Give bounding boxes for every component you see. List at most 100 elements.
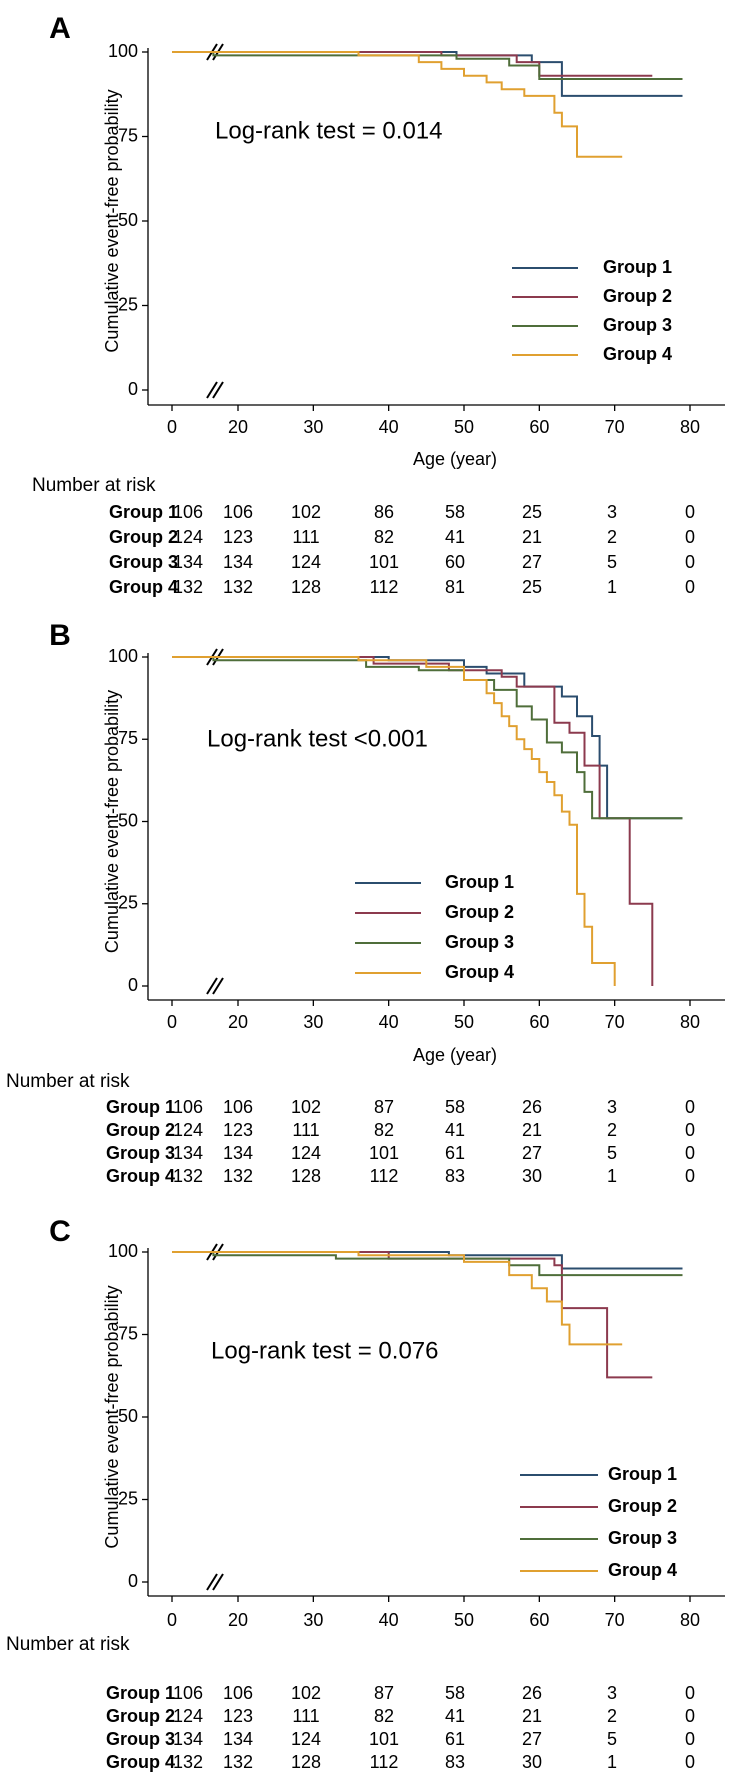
risk-value: 124 — [291, 552, 321, 572]
x-tick-label: 30 — [303, 1012, 323, 1032]
risk-value: 102 — [291, 1683, 321, 1703]
y-tick-label: 75 — [118, 1323, 138, 1343]
x-tick-label: 40 — [379, 417, 399, 437]
panel-label: C — [49, 1215, 71, 1248]
y-tick-label: 0 — [128, 1571, 138, 1591]
series-line-group-1 — [172, 1251, 683, 1270]
y-tick-label: 75 — [118, 728, 138, 748]
x-tick-label: 60 — [529, 417, 549, 437]
risk-value: 106 — [173, 1097, 203, 1117]
risk-value: 106 — [173, 502, 203, 522]
x-tick-label: 60 — [529, 1610, 549, 1630]
risk-value: 41 — [445, 527, 465, 547]
log-rank-annotation: Log-rank test = 0.014 — [215, 117, 442, 144]
y-tick-label: 0 — [128, 975, 138, 995]
risk-value: 0 — [685, 552, 695, 572]
series-line-group-3 — [172, 1251, 683, 1277]
risk-value: 124 — [291, 1729, 321, 1749]
risk-value: 25 — [522, 502, 542, 522]
risk-value: 3 — [607, 1683, 617, 1703]
risk-group-label: Group 4 — [106, 1752, 175, 1772]
legend-label: Group 2 — [445, 902, 514, 922]
legend: Group 1 Group 2 Group 3 Group 4 — [520, 1464, 677, 1580]
risk-table-title: Number at risk — [6, 1071, 130, 1092]
risk-value: 101 — [369, 1729, 399, 1749]
risk-value: 21 — [522, 527, 542, 547]
risk-value: 0 — [685, 502, 695, 522]
risk-value: 128 — [291, 1166, 321, 1186]
risk-value: 102 — [291, 1097, 321, 1117]
risk-table-title: Number at risk — [32, 475, 156, 496]
risk-value: 26 — [522, 1097, 542, 1117]
risk-value: 111 — [292, 527, 319, 547]
y-tick-label: 100 — [108, 646, 138, 666]
x-tick-label: 50 — [454, 1610, 474, 1630]
risk-value: 1 — [607, 1752, 617, 1772]
risk-value: 58 — [445, 1683, 465, 1703]
x-tick-label: 20 — [228, 1610, 248, 1630]
risk-value: 124 — [291, 1143, 321, 1163]
series-line-group-2 — [172, 656, 654, 986]
risk-value: 124 — [173, 1120, 203, 1140]
risk-value: 101 — [369, 1143, 399, 1163]
legend-label: Group 4 — [608, 1560, 677, 1580]
risk-value: 1 — [607, 1166, 617, 1186]
legend-label: Group 1 — [603, 257, 672, 277]
risk-value: 3 — [607, 1097, 617, 1117]
risk-value: 0 — [685, 1097, 695, 1117]
x-tick-label: 80 — [680, 417, 700, 437]
risk-group-label: Group 1 — [106, 1683, 175, 1703]
risk-value: 27 — [522, 552, 542, 572]
legend: Group 1 Group 2 Group 3 Group 4 — [512, 257, 672, 364]
risk-value: 123 — [223, 1120, 253, 1140]
risk-value: 81 — [445, 577, 465, 597]
series-line-group-4 — [172, 51, 623, 158]
risk-value: 0 — [685, 527, 695, 547]
legend-label: Group 1 — [608, 1464, 677, 1484]
risk-value: 134 — [223, 1143, 253, 1163]
risk-group-label: Group 1 — [106, 1097, 175, 1117]
risk-value: 58 — [445, 1097, 465, 1117]
risk-value: 123 — [223, 527, 253, 547]
risk-group-label: Group 4 — [106, 1166, 175, 1186]
risk-value: 2 — [607, 527, 617, 547]
risk-value: 101 — [369, 552, 399, 572]
risk-value: 0 — [685, 1120, 695, 1140]
risk-value: 111 — [292, 1120, 319, 1140]
risk-value: 2 — [607, 1706, 617, 1726]
risk-group-label: Group 4 — [109, 577, 178, 597]
risk-value: 134 — [173, 1143, 203, 1163]
panel-label: B — [49, 619, 71, 652]
risk-group-label: Group 1 — [109, 502, 178, 522]
risk-value: 61 — [445, 1143, 465, 1163]
x-axis-label: Age (year) — [413, 1045, 497, 1065]
legend-label: Group 2 — [603, 286, 672, 306]
axis-break-mark — [206, 381, 224, 399]
risk-group-label: Group 3 — [109, 552, 178, 572]
risk-value: 30 — [522, 1752, 542, 1772]
legend: Group 1 Group 2 Group 3 Group 4 — [355, 872, 514, 982]
risk-value: 0 — [685, 577, 695, 597]
risk-value: 0 — [685, 1683, 695, 1703]
log-rank-annotation: Log-rank test <0.001 — [207, 725, 428, 752]
x-tick-label: 20 — [228, 1012, 248, 1032]
risk-group-label: Group 2 — [106, 1120, 175, 1140]
risk-value: 0 — [685, 1706, 695, 1726]
risk-value: 106 — [223, 1097, 253, 1117]
x-tick-label: 0 — [167, 1610, 177, 1630]
risk-value: 58 — [445, 502, 465, 522]
x-tick-label: 30 — [303, 417, 323, 437]
x-axis-label: Age (year) — [413, 449, 497, 469]
legend-label: Group 4 — [603, 344, 672, 364]
y-tick-label: 50 — [118, 210, 138, 230]
y-tick-label: 75 — [118, 125, 138, 145]
x-tick-label: 70 — [605, 1012, 625, 1032]
axis-break-mark — [206, 977, 224, 995]
risk-value: 60 — [445, 552, 465, 572]
y-tick-label: 25 — [118, 893, 138, 913]
